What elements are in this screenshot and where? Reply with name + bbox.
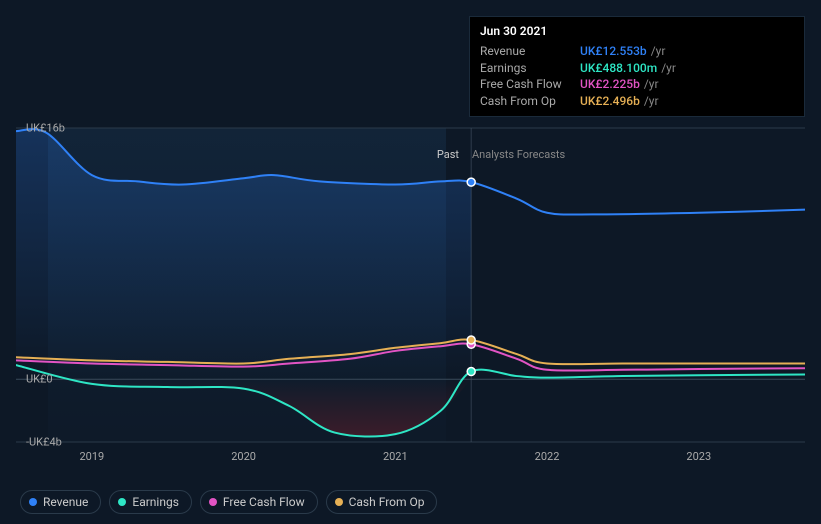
tooltip-label: Free Cash Flow bbox=[480, 76, 580, 93]
marker-cfo bbox=[467, 336, 475, 344]
tooltip-row: RevenueUK£12.553b/yr bbox=[480, 43, 794, 60]
tooltip-row: EarningsUK£488.100m/yr bbox=[480, 60, 794, 77]
section-forecast-label: Analysts Forecasts bbox=[472, 148, 565, 161]
legend-item-revenue[interactable]: Revenue bbox=[20, 490, 101, 514]
legend-item-cfo[interactable]: Cash From Op bbox=[326, 490, 438, 514]
tooltip-unit: /yr bbox=[651, 43, 666, 60]
legend-dot bbox=[209, 498, 217, 506]
legend-label: Cash From Op bbox=[349, 495, 425, 509]
chart-legend: Revenue Earnings Free Cash Flow Cash From O… bbox=[20, 490, 437, 514]
legend-label: Revenue bbox=[43, 495, 88, 509]
x-axis-label: 2020 bbox=[231, 450, 256, 463]
tooltip-unit: /yr bbox=[644, 93, 659, 110]
tooltip-label: Revenue bbox=[480, 43, 580, 60]
legend-dot bbox=[29, 498, 37, 506]
chart-container: Past Analysts Forecasts Jun 30 2021 Reve… bbox=[16, 10, 805, 514]
tooltip-value: UK£2.225b bbox=[580, 76, 640, 93]
x-axis-label: 2019 bbox=[79, 450, 104, 463]
y-axis-label: UK£0 bbox=[26, 373, 53, 386]
y-axis-label: -UK£4b bbox=[26, 436, 62, 449]
tooltip-unit: /yr bbox=[661, 60, 676, 77]
legend-item-earnings[interactable]: Earnings bbox=[109, 490, 192, 514]
tooltip-value: UK£12.553b bbox=[580, 43, 647, 60]
tooltip-value: UK£2.496b bbox=[580, 93, 640, 110]
section-past-label: Past bbox=[437, 148, 459, 161]
marker-revenue bbox=[467, 178, 475, 186]
tooltip-value: UK£488.100m bbox=[580, 60, 657, 77]
legend-label: Earnings bbox=[132, 495, 179, 509]
legend-dot bbox=[118, 498, 126, 506]
x-axis-label: 2023 bbox=[686, 450, 711, 463]
chart-tooltip: Jun 30 2021 RevenueUK£12.553b/yrEarnings… bbox=[469, 16, 805, 117]
legend-label: Free Cash Flow bbox=[223, 495, 305, 509]
legend-item-fcf[interactable]: Free Cash Flow bbox=[200, 490, 318, 514]
tooltip-date: Jun 30 2021 bbox=[480, 23, 794, 40]
tooltip-row: Cash From OpUK£2.496b/yr bbox=[480, 93, 794, 110]
tooltip-row: Free Cash FlowUK£2.225b/yr bbox=[480, 76, 794, 93]
x-axis-label: 2021 bbox=[383, 450, 408, 463]
y-axis-label: UK£16b bbox=[26, 122, 65, 135]
legend-dot bbox=[335, 498, 343, 506]
tooltip-label: Earnings bbox=[480, 60, 580, 77]
marker-earnings bbox=[467, 368, 475, 376]
tooltip-label: Cash From Op bbox=[480, 93, 580, 110]
x-axis-label: 2022 bbox=[535, 450, 560, 463]
tooltip-unit: /yr bbox=[644, 76, 659, 93]
